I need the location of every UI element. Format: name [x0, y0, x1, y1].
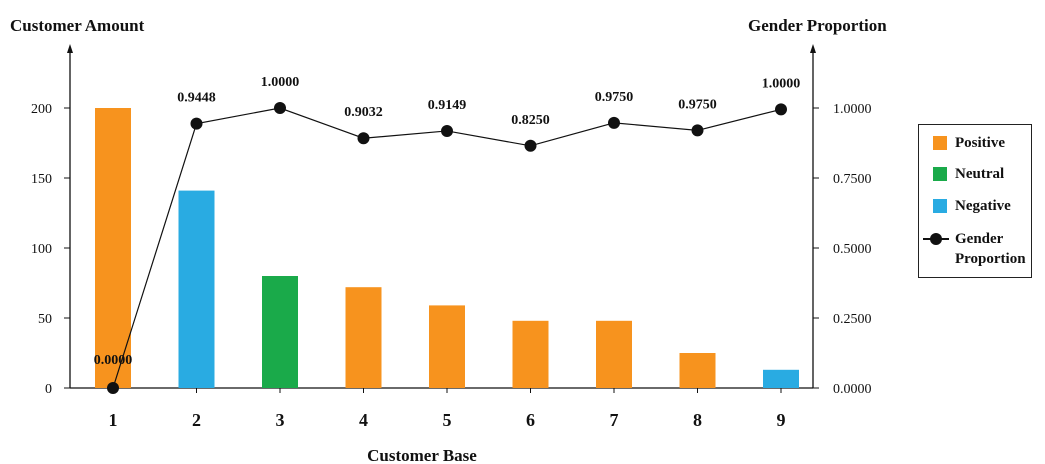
y-right-tick-label: 1.0000 [833, 102, 872, 117]
y-axis-left-title: Customer Amount [10, 16, 145, 35]
gender-proportion-point-6 [525, 140, 537, 152]
x-tick-label-3: 3 [276, 410, 285, 430]
legend-label-neutral: Neutral [955, 164, 1004, 184]
bar-customer-6 [513, 321, 549, 388]
gender-proportion-data-label-6: 0.8250 [511, 113, 550, 128]
x-tick-label-4: 4 [359, 410, 368, 430]
gender-proportion-data-label-9: 1.0000 [762, 76, 801, 91]
gender-proportion-point-8 [692, 124, 704, 136]
legend-swatch-neutral [933, 167, 947, 181]
gender-proportion-data-label-4: 0.9032 [344, 105, 383, 120]
gender-proportion-point-2 [191, 118, 203, 130]
bar-customer-1 [95, 108, 131, 388]
gender-proportion-point-7 [608, 117, 620, 129]
legend-label-negative: Negative [955, 196, 1011, 216]
x-tick-label-6: 6 [526, 410, 535, 430]
gender-proportion-point-1 [107, 382, 119, 394]
x-tick-label-8: 8 [693, 410, 702, 430]
y-left-tick-label: 0 [45, 382, 52, 397]
gender-proportion-point-3 [274, 102, 286, 114]
legend: Positive Neutral Negative Gender Proporti… [918, 124, 1032, 278]
bar-customer-9 [763, 370, 799, 388]
y-right-tick-label: 0.0000 [833, 382, 872, 397]
x-axis-ticks: 1 2 3 4 5 6 7 8 9 [109, 388, 786, 430]
y-left-tick-label: 150 [31, 172, 52, 187]
x-tick-label-2: 2 [192, 410, 201, 430]
gender-proportion-point-9 [775, 103, 787, 115]
gender-proportion-data-label-3: 1.0000 [261, 75, 300, 90]
x-tick-label-7: 7 [610, 410, 619, 430]
bar-customer-4 [346, 287, 382, 388]
bar-customer-8 [680, 353, 716, 388]
y-right-tick-label: 0.5000 [833, 242, 872, 257]
y-axis-right-title: Gender Proportion [748, 16, 887, 35]
gender-proportion-data-label-2: 0.9448 [177, 91, 216, 106]
legend-item-positive: Positive [919, 133, 1005, 153]
y-right-tick-label: 0.7500 [833, 172, 872, 187]
gender-proportion-data-label-7: 0.9750 [595, 90, 634, 105]
bar-customer-2 [179, 191, 215, 388]
x-tick-label-5: 5 [443, 410, 452, 430]
y-axis-left-arrow [67, 44, 73, 53]
x-tick-label-9: 9 [777, 410, 786, 430]
legend-item-negative: Negative [919, 196, 1011, 216]
legend-item-neutral: Neutral [919, 164, 1004, 184]
y-right-tick-label: 0.2500 [833, 312, 872, 327]
y-axis-right-ticks: 0.0000 0.2500 0.5000 0.7500 1.0000 [813, 102, 872, 397]
y-axis-right-arrow [810, 44, 816, 53]
gender-proportion-data-label-8: 0.9750 [678, 97, 717, 112]
gender-proportion-point-5 [441, 125, 453, 137]
bar-series [95, 108, 799, 388]
y-left-tick-label: 200 [31, 102, 52, 117]
x-axis-title: Customer Base [367, 446, 477, 464]
legend-label-positive: Positive [955, 133, 1005, 153]
gender-proportion-point-4 [358, 132, 370, 144]
legend-label-gender-proportion: Gender Proportion [955, 229, 1026, 269]
bar-customer-7 [596, 321, 632, 388]
gender-proportion-data-label-1: 0.0000 [94, 353, 133, 368]
legend-swatch-positive [933, 136, 947, 150]
legend-swatch-gender-proportion [923, 229, 949, 249]
gender-proportion-data-label-5: 0.9149 [428, 98, 467, 113]
bar-customer-5 [429, 305, 465, 388]
legend-item-gender-proportion: Gender Proportion [919, 229, 1026, 269]
y-left-tick-label: 100 [31, 242, 52, 257]
bar-customer-3 [262, 276, 298, 388]
y-axis-left-ticks: 0 50 100 150 200 [31, 102, 70, 397]
y-left-tick-label: 50 [38, 312, 52, 327]
legend-swatch-negative [933, 199, 947, 213]
x-tick-label-1: 1 [109, 410, 118, 430]
